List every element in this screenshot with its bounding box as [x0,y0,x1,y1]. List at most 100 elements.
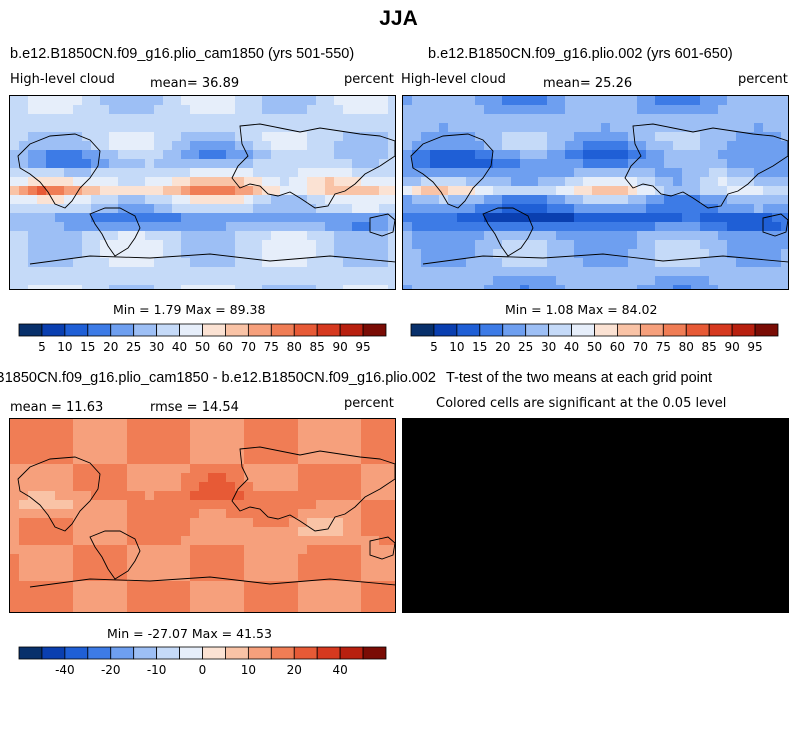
grid-cell [100,419,109,428]
grid-cell [556,267,565,276]
grid-cell [736,195,745,204]
grid-cell [235,563,244,572]
grid-cell [199,276,208,285]
grid-cell [403,159,412,168]
grid-cell [439,114,448,123]
grid-cell [781,231,788,240]
grid-cell [484,114,493,123]
grid-cell [718,285,727,289]
grid-cell [244,231,253,240]
grid-cell [736,599,745,608]
grid-cell [601,150,610,159]
grid-cell [271,249,280,258]
grid-cell [421,114,430,123]
grid-cell [718,419,727,428]
grid-cell [619,249,628,258]
grid-cell [772,473,781,482]
grid-cell [28,527,37,536]
grid-cell [127,455,136,464]
grid-cell [217,231,226,240]
grid-cell [448,159,457,168]
grid-cell [583,464,592,473]
grid-cell [601,177,610,186]
grid-cell [244,132,253,141]
grid-cell [547,195,556,204]
grid-cell [565,563,574,572]
grid-cell [763,527,772,536]
grid-cell [781,186,788,195]
grid-cell [682,267,691,276]
grid-cell [727,105,736,114]
grid-cell [208,545,217,554]
grid-cell [601,222,610,231]
grid-cell [448,276,457,285]
grid-cell [745,258,754,267]
grid-cell [610,141,619,150]
grid-cell [262,123,271,132]
grid-cell [190,168,199,177]
grid-cell [388,437,395,446]
grid-cell [682,141,691,150]
grid-cell [520,150,529,159]
grid-cell [646,240,655,249]
grid-cell [262,258,271,267]
grid-cell [502,141,511,150]
grid-cell [109,105,118,114]
grid-cell [556,105,565,114]
grid-cell [172,222,181,231]
grid-cell [127,536,136,545]
grid-cell [190,186,199,195]
grid-cell [154,455,163,464]
grid-cell [637,590,646,599]
grid-cell [682,473,691,482]
grid-cell [448,581,457,590]
grid-cell [298,159,307,168]
grid-cell [298,123,307,132]
grid-cell [448,123,457,132]
grid-cell [172,419,181,428]
grid-cell [574,159,583,168]
grid-cell [403,213,412,222]
grid-cell [37,437,46,446]
grid-cell [574,599,583,608]
grid-cell [199,590,208,599]
grid-cell [82,527,91,536]
grid-cell [745,419,754,428]
grid-cell [736,473,745,482]
grid-cell [361,114,370,123]
grid-cell [781,114,788,123]
grid-cell [28,419,37,428]
grid-cell [700,419,709,428]
grid-cell [199,177,208,186]
grid-cell [655,258,664,267]
grid-cell [163,240,172,249]
grid-cell [574,231,583,240]
grid-cell [664,545,673,554]
coastline [762,536,788,560]
grid-cell [511,186,520,195]
grid-cell [754,150,763,159]
grid-cell [511,437,520,446]
grid-cell [226,141,235,150]
colorbar-swatch [64,323,89,337]
coastline [369,213,395,237]
grid-cell [37,186,46,195]
grid-cell [511,590,520,599]
grid-cell [145,536,154,545]
grid-cell [763,258,772,267]
grid-cell [538,455,547,464]
grid-cell [682,204,691,213]
grid-cell [700,563,709,572]
grid-cell [46,455,55,464]
grid-cell [271,482,280,491]
grid-cell [253,240,262,249]
grid-cell [754,500,763,509]
grid-cell [709,285,718,289]
grid-cell [556,491,565,500]
grid-cell [646,114,655,123]
grid-cell [55,419,64,428]
grid-cell [655,222,664,231]
grid-cell [583,509,592,518]
grid-cell [217,168,226,177]
grid-cell [556,437,565,446]
